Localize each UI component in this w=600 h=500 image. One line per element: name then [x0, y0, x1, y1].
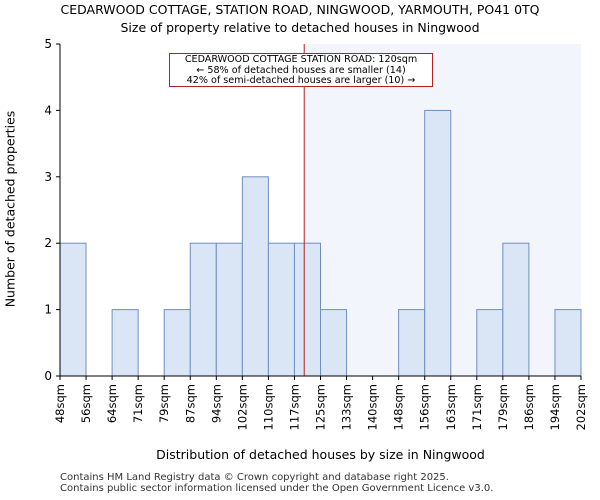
x-tick-label: 156sqm: [418, 384, 432, 430]
histogram-bar: [502, 242, 530, 377]
y-axis-label: Number of detached properties: [2, 110, 18, 308]
chart-title: CEDARWOOD COTTAGE, STATION ROAD, NINGWOO…: [60, 2, 540, 17]
x-tick-label: 79sqm: [157, 384, 171, 423]
histogram-bar: [293, 242, 322, 377]
x-tick-label: 140sqm: [366, 384, 380, 430]
histogram-bar: [424, 109, 452, 377]
annotation-line-3: 42% of semi-detached houses are larger (…: [186, 75, 416, 87]
histogram-bar: [320, 309, 348, 377]
x-tick-label: 48sqm: [53, 384, 67, 423]
x-tick-label: 194sqm: [548, 384, 562, 430]
x-axis-label: Distribution of detached houses by size …: [156, 447, 485, 462]
annotation-line-2: ← 58% of detached houses are smaller (14…: [196, 64, 406, 76]
x-tick-label: 171sqm: [470, 384, 484, 430]
property-annotation-box: CEDARWOOD COTTAGE STATION ROAD: 120sqm ←…: [169, 53, 433, 87]
x-tick-label: 102sqm: [235, 384, 249, 430]
histogram-bar: [215, 242, 243, 377]
x-tick-label: 202sqm: [574, 384, 588, 430]
x-tick-label: 186sqm: [522, 384, 536, 430]
x-tick-label: 110sqm: [261, 384, 275, 430]
x-tick-label: 64sqm: [105, 384, 119, 423]
y-tick-label: 4: [44, 103, 52, 117]
histogram-bar: [189, 242, 217, 377]
chart-subtitle: Size of property relative to detached ho…: [120, 20, 480, 35]
x-tick-label: 71sqm: [131, 384, 145, 423]
histogram-bar: [476, 309, 504, 377]
y-tick-label: 2: [44, 236, 52, 250]
histogram-bar: [163, 309, 191, 377]
x-tick-label: 179sqm: [496, 384, 510, 430]
y-tick-label: 1: [44, 303, 52, 317]
histogram-bar: [267, 242, 295, 377]
y-tick-label: 0: [44, 369, 52, 383]
histogram-bar: [554, 309, 582, 377]
x-tick-label: 56sqm: [79, 384, 93, 423]
x-tick-label: 94sqm: [209, 384, 223, 423]
annotation-line-1: CEDARWOOD COTTAGE STATION ROAD: 120sqm: [184, 54, 418, 65]
y-tick-label: 5: [44, 37, 52, 51]
y-tick-label: 3: [44, 170, 52, 184]
footer-copyright: Contains HM Land Registry data © Crown c…: [60, 472, 449, 483]
histogram-bar: [59, 242, 87, 377]
histogram-bar: [241, 176, 269, 377]
histogram-bar: [111, 309, 139, 377]
footer-licence: Contains public sector information licen…: [60, 483, 494, 494]
x-tick-label: 117sqm: [287, 384, 301, 430]
x-tick-label: 133sqm: [340, 384, 354, 430]
histogram-bar: [398, 309, 426, 377]
x-tick-label: 125sqm: [314, 384, 328, 430]
x-tick-label: 163sqm: [444, 384, 458, 430]
x-tick-label: 87sqm: [183, 384, 197, 423]
x-tick-label: 148sqm: [392, 384, 406, 430]
